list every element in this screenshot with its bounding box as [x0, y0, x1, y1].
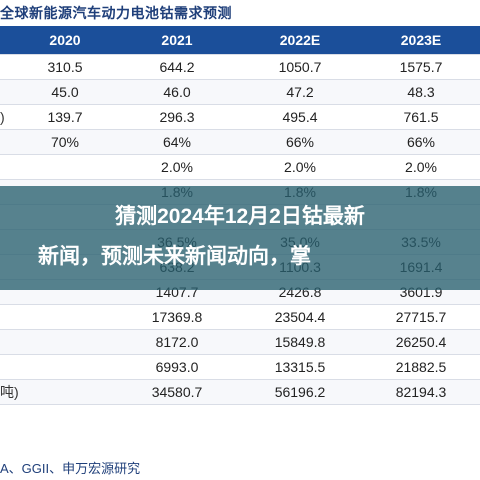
table-row: 8172.0 15849.8 26250.4	[0, 329, 480, 355]
table-cell	[14, 154, 116, 180]
source-text: A、GGII、申万宏源研究	[0, 460, 141, 476]
column-header: 2023E	[362, 26, 480, 55]
table-cell: 761.5	[362, 104, 480, 130]
table-cell: 644.2	[116, 54, 238, 80]
table-cell: 34580.7	[116, 379, 238, 405]
headline-line-2: 新闻，预测未来新闻动向，掌	[38, 245, 311, 268]
table-cell	[14, 304, 116, 330]
row-label	[0, 354, 14, 380]
table-cell: 2.0%	[362, 154, 480, 180]
table-row: 2.0% 2.0% 2.0%	[0, 154, 480, 180]
row-label	[0, 129, 14, 155]
table-row: 45.0 46.0 47.2 48.3	[0, 79, 480, 105]
row-label	[0, 304, 14, 330]
table-cell: 64%	[116, 129, 238, 155]
table-cell: 82194.3	[362, 379, 480, 405]
table-cell: 2.0%	[116, 154, 238, 180]
table-cell: 66%	[238, 129, 362, 155]
table-cell: 48.3	[362, 79, 480, 105]
table-cell: 139.7	[14, 104, 116, 130]
table-row: ) 139.7 296.3 495.4 761.5	[0, 104, 480, 130]
table-cell: 13315.5	[238, 354, 362, 380]
row-label	[0, 79, 14, 105]
table-title-bar: 全球新能源汽车动力电池钴需求预测	[0, 0, 480, 27]
table-cell: 296.3	[116, 104, 238, 130]
table-title: 全球新能源汽车动力电池钴需求预测	[0, 5, 232, 21]
table-row: 吨) 34580.7 56196.2 82194.3	[0, 379, 480, 405]
table-cell: 6993.0	[116, 354, 238, 380]
table-cell: 26250.4	[362, 329, 480, 355]
table-cell: 21882.5	[362, 354, 480, 380]
row-label: 吨)	[0, 379, 19, 405]
table-cell	[14, 379, 116, 405]
row-label	[0, 329, 14, 355]
table-cell: 70%	[14, 129, 116, 155]
table-cell: 495.4	[238, 104, 362, 130]
table-row: 310.5 644.2 1050.7 1575.7	[0, 54, 480, 80]
table-cell: 46.0	[116, 79, 238, 105]
table-row: 17369.8 23504.4 27715.7	[0, 304, 480, 330]
headline-line-1: 猜测2024年12月2日钴最新	[115, 205, 365, 228]
table-cell: 2.0%	[238, 154, 362, 180]
row-label: )	[0, 104, 14, 130]
table-cell: 47.2	[238, 79, 362, 105]
column-header: 2021	[116, 26, 238, 55]
headline-overlay	[0, 186, 480, 290]
row-label	[0, 54, 14, 80]
table-row: 70% 64% 66% 66%	[0, 129, 480, 155]
table-cell: 1050.7	[238, 54, 362, 80]
row-label	[0, 154, 14, 180]
table-cell: 45.0	[14, 79, 116, 105]
table-cell: 66%	[362, 129, 480, 155]
column-header: 2020	[14, 26, 116, 55]
table-cell: 8172.0	[116, 329, 238, 355]
table-cell: 17369.8	[116, 304, 238, 330]
table-cell: 23504.4	[238, 304, 362, 330]
table-cell: 1575.7	[362, 54, 480, 80]
source-note: A、GGII、申万宏源研究	[0, 454, 480, 480]
header-row: 2020 2021 2022E 2023E	[0, 26, 480, 55]
table-cell: 56196.2	[238, 379, 362, 405]
table-cell: 15849.8	[238, 329, 362, 355]
column-header: 2022E	[238, 26, 362, 55]
table-cell	[14, 329, 116, 355]
table-cell: 27715.7	[362, 304, 480, 330]
table-cell	[14, 354, 116, 380]
table-row: 6993.0 13315.5 21882.5	[0, 354, 480, 380]
table-cell: 310.5	[14, 54, 116, 80]
column-header	[0, 26, 14, 55]
